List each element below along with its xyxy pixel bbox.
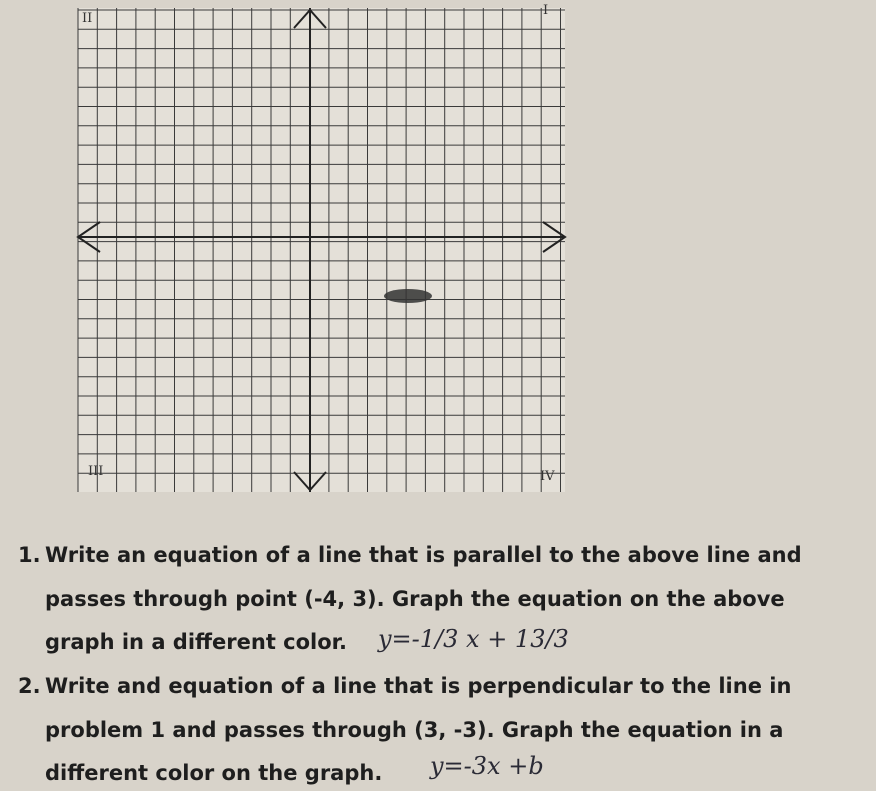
grid-paper	[78, 8, 565, 492]
quadrant-label: I	[543, 3, 548, 18]
arrow	[542, 221, 567, 253]
question-number: 2.	[18, 674, 41, 698]
quadrant-label: IV	[540, 469, 555, 484]
question-text: Write and equation of a line that is per…	[45, 674, 792, 698]
question-text: Write an equation of a line that is para…	[45, 543, 802, 567]
scribble	[384, 289, 432, 303]
quadrant-label: II	[82, 11, 92, 26]
question-text: problem 1 and passes through (3, -3). Gr…	[45, 717, 784, 742]
question-text: graph in a different color.	[45, 630, 348, 654]
arrow	[293, 471, 327, 492]
arrow	[293, 8, 327, 29]
question-text: passes through point (-4, 3). Graph the …	[45, 586, 785, 611]
quadrant-label: III	[88, 464, 103, 479]
handwritten-answer: y=-1/3 x + 13/3	[378, 625, 569, 653]
arrow	[76, 221, 101, 253]
question-number: 1.	[18, 543, 41, 567]
handwritten-answer: y=-3x +b	[430, 752, 544, 780]
question-text: different color on the graph.	[45, 761, 383, 785]
